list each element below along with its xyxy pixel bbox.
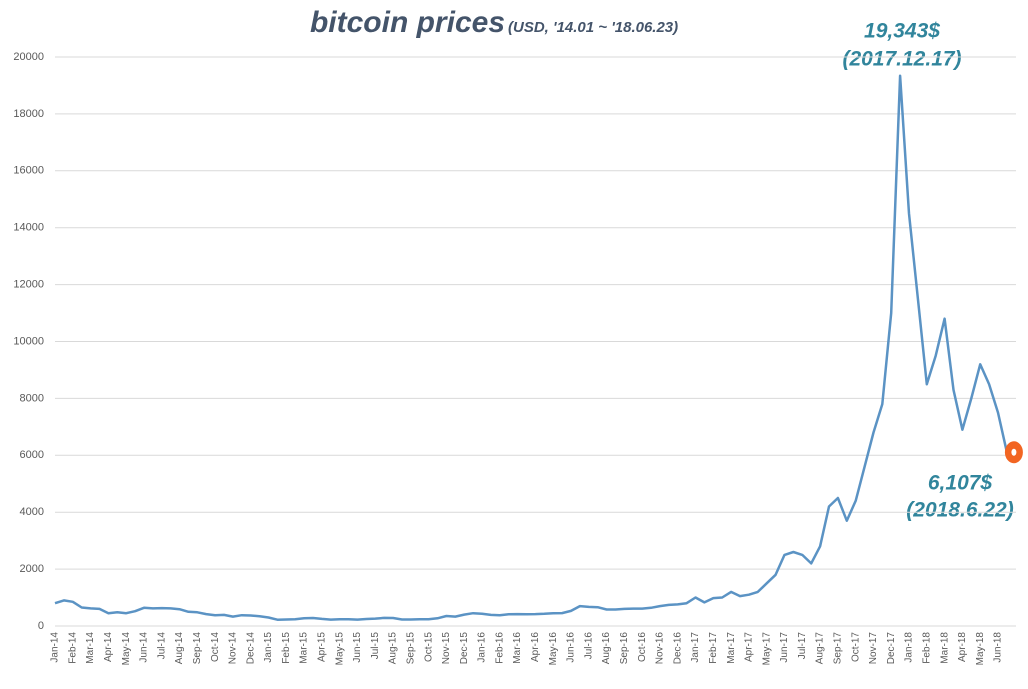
x-tick-label: Aug-15	[388, 632, 399, 665]
x-tick-label: Dec-15	[459, 632, 470, 665]
x-tick-label: Feb-16	[494, 632, 505, 664]
x-tick-label: Mar-14	[85, 632, 96, 664]
y-tick-label: 12000	[13, 279, 44, 291]
x-tick-label: Aug-17	[815, 632, 826, 665]
y-tick-label: 18000	[13, 108, 44, 120]
annotation: 6,107$	[928, 472, 993, 495]
annotation: 19,343$	[864, 20, 940, 43]
x-tick-label: Mar-15	[299, 632, 310, 664]
y-tick-label: 16000	[13, 165, 44, 177]
x-tick-label: Feb-14	[67, 632, 78, 664]
price-line	[54, 74, 1009, 621]
x-tick-label: Jul-15	[370, 632, 381, 660]
x-tick-label: Jul-16	[583, 632, 594, 660]
x-tick-label: Dec-16	[672, 632, 683, 665]
x-tick-label: Mar-18	[939, 632, 950, 664]
x-tick-label: Jun-17	[779, 632, 790, 663]
x-tick-label: Dec-14	[245, 632, 256, 665]
x-tick-label: Mar-17	[726, 632, 737, 664]
x-tick-label: Jul-14	[156, 632, 167, 660]
x-tick-label: Oct-15	[423, 632, 434, 662]
y-tick-label: 10000	[13, 335, 44, 347]
end-marker-core	[1011, 448, 1017, 456]
x-tick-label: Sep-15	[405, 632, 416, 665]
x-tick-label: Feb-18	[921, 632, 932, 664]
x-tick-label: Apr-14	[103, 632, 114, 662]
x-tick-label: Aug-16	[601, 632, 612, 665]
x-tick-label: Jun-15	[352, 632, 363, 663]
y-tick-label: 8000	[20, 392, 44, 404]
x-tick-label: Sep-17	[833, 632, 844, 665]
y-tick-label: 0	[38, 620, 44, 632]
x-tick-label: Mar-16	[512, 632, 523, 664]
x-tick-label: Oct-14	[210, 632, 221, 662]
x-tick-label: Jun-16	[566, 632, 577, 663]
y-tick-label: 2000	[20, 563, 44, 575]
x-tick-label: Feb-17	[708, 632, 719, 664]
annotation: (2018.6.22)	[906, 499, 1013, 522]
x-tick-label: Apr-17	[744, 632, 755, 662]
y-tick-label: 4000	[20, 506, 44, 518]
x-tick-label: Nov-14	[228, 632, 239, 665]
x-tick-label: Feb-15	[281, 632, 292, 664]
x-tick-label: Jan-14	[50, 632, 61, 663]
y-tick-label: 14000	[13, 222, 44, 234]
chart-subtitle: (USD, '14.01 ~ '18.06.23)	[508, 19, 678, 36]
x-tick-label: Sep-14	[192, 632, 203, 665]
x-tick-label: Jan-18	[904, 632, 915, 663]
x-tick-label: Jun-14	[139, 632, 150, 663]
x-tick-label: May-14	[121, 632, 132, 666]
y-tick-label: 6000	[20, 449, 44, 461]
x-tick-label: Dec-17	[886, 632, 897, 665]
y-tick-label: 20000	[13, 51, 44, 63]
x-tick-label: Apr-16	[530, 632, 541, 662]
x-tick-label: Jan-16	[477, 632, 488, 663]
x-tick-label: Aug-14	[174, 632, 185, 665]
x-tick-label: Apr-18	[957, 632, 968, 662]
x-tick-label: May-16	[548, 632, 559, 666]
x-tick-label: Jan-17	[690, 632, 701, 663]
annotation: (2017.12.17)	[842, 48, 961, 71]
x-tick-label: Oct-17	[850, 632, 861, 662]
x-tick-label: May-17	[761, 632, 772, 666]
x-tick-label: Nov-15	[441, 632, 452, 665]
x-tick-label: Jan-15	[263, 632, 274, 663]
x-tick-label: Nov-16	[655, 632, 666, 665]
x-tick-label: Jul-17	[797, 632, 808, 660]
x-tick-label: Apr-15	[317, 632, 328, 662]
x-tick-label: Oct-16	[637, 632, 648, 662]
x-tick-label: Nov-17	[868, 632, 879, 665]
chart-title: bitcoin prices	[310, 6, 505, 39]
x-tick-label: Jun-18	[993, 632, 1004, 663]
x-tick-label: Sep-16	[619, 632, 630, 665]
x-tick-label: May-18	[975, 632, 986, 666]
x-tick-label: May-15	[334, 632, 345, 666]
